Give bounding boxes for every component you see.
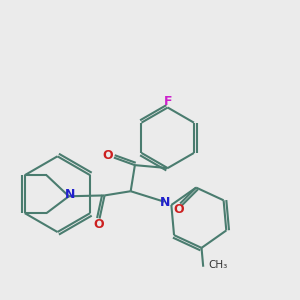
Text: CH₃: CH₃ (208, 260, 227, 270)
Text: O: O (93, 218, 104, 231)
Text: N: N (64, 188, 75, 201)
Text: F: F (164, 95, 172, 108)
Text: O: O (103, 149, 113, 162)
Text: O: O (173, 203, 184, 216)
Text: N: N (160, 196, 170, 209)
